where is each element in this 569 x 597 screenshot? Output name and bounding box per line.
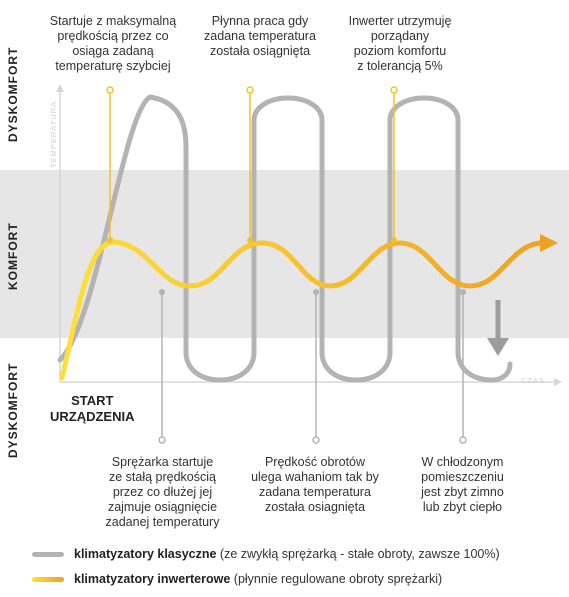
- classic-curve: [57, 94, 513, 383]
- legend-classic-title: klimatyzatory klasyczne: [74, 547, 217, 561]
- zone-label-comfort: KOMFORT: [6, 222, 20, 290]
- callout-dot-top-3: [390, 86, 398, 94]
- y-axis-label: TEMPERATURA: [49, 101, 58, 168]
- bottom-note-1: Sprężarka startuje ze stałą prędkością p…: [105, 455, 220, 529]
- callout-dot-bottom-1: [158, 436, 166, 444]
- x-axis-label: CZAS: [521, 376, 545, 385]
- bottom-callouts: [158, 289, 467, 444]
- top-note-2: Płynna praca gdy zadana temperatura zost…: [204, 14, 316, 58]
- classic-arrow-head: [487, 338, 509, 356]
- start-label: START URZĄDZENIA: [50, 393, 135, 425]
- callout-dot-top-2: [246, 86, 254, 94]
- inverter-curve: [59, 239, 543, 381]
- x-axis-arrow: [554, 378, 562, 386]
- start-label-line-2: URZĄDZENIA: [50, 409, 135, 424]
- legend-swatch-classic: [32, 552, 64, 558]
- zone-label-bottom-discomfort: DYSKOMFORT: [6, 362, 20, 458]
- bottom-note-2: Prędkość obrotów ulega wahaniom tak by z…: [251, 455, 379, 514]
- legend-inverter: klimatyzatory inwerterowe (płynnie regul…: [32, 572, 442, 586]
- bottom-note-3: W chłodzonym pomieszczeniu jest zbyt zim…: [421, 455, 504, 514]
- start-label-line-1: START: [71, 393, 114, 408]
- callout-dot-bottom-2: [312, 436, 320, 444]
- top-callouts: [106, 86, 398, 243]
- top-note-3: Inwerter utrzymuję porządany poziom komf…: [348, 14, 452, 73]
- callout-dot-bottom-3: [459, 436, 467, 444]
- zone-label-top-discomfort: DYSKOMFORT: [6, 46, 20, 142]
- callout-dot-top-1: [106, 86, 114, 94]
- legend-swatch-inverter: [32, 577, 64, 583]
- top-note-1: Startuje z maksymalną prędkością przez c…: [49, 14, 177, 73]
- legend-classic: klimatyzatory klasyczne (ze zwykłą spręż…: [32, 547, 500, 561]
- inverter-arrow-head: [540, 234, 558, 252]
- legend-inverter-desc: (płynnie regulowane obroty sprężarki): [230, 572, 443, 586]
- y-axis-arrow: [56, 84, 64, 92]
- legend-classic-desc: (ze zwykłą sprężarką - stałe obroty, zaw…: [216, 547, 500, 561]
- legend-inverter-title: klimatyzatory inwerterowe: [74, 572, 231, 586]
